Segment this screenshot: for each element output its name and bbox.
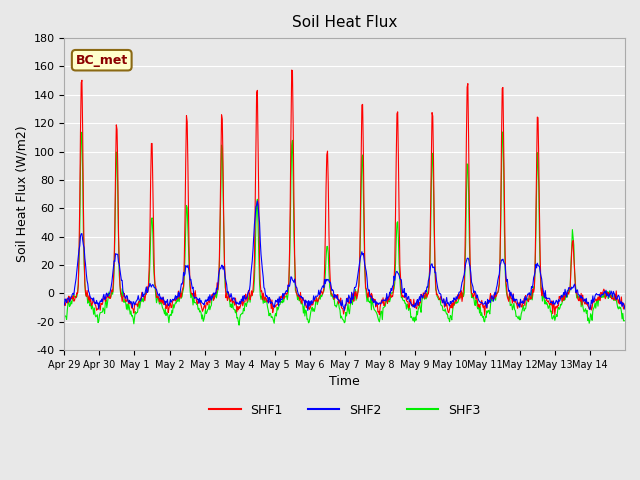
X-axis label: Time: Time	[330, 375, 360, 388]
Text: BC_met: BC_met	[76, 54, 128, 67]
Title: Soil Heat Flux: Soil Heat Flux	[292, 15, 397, 30]
Y-axis label: Soil Heat Flux (W/m2): Soil Heat Flux (W/m2)	[15, 126, 28, 263]
Legend: SHF1, SHF2, SHF3: SHF1, SHF2, SHF3	[204, 399, 485, 422]
